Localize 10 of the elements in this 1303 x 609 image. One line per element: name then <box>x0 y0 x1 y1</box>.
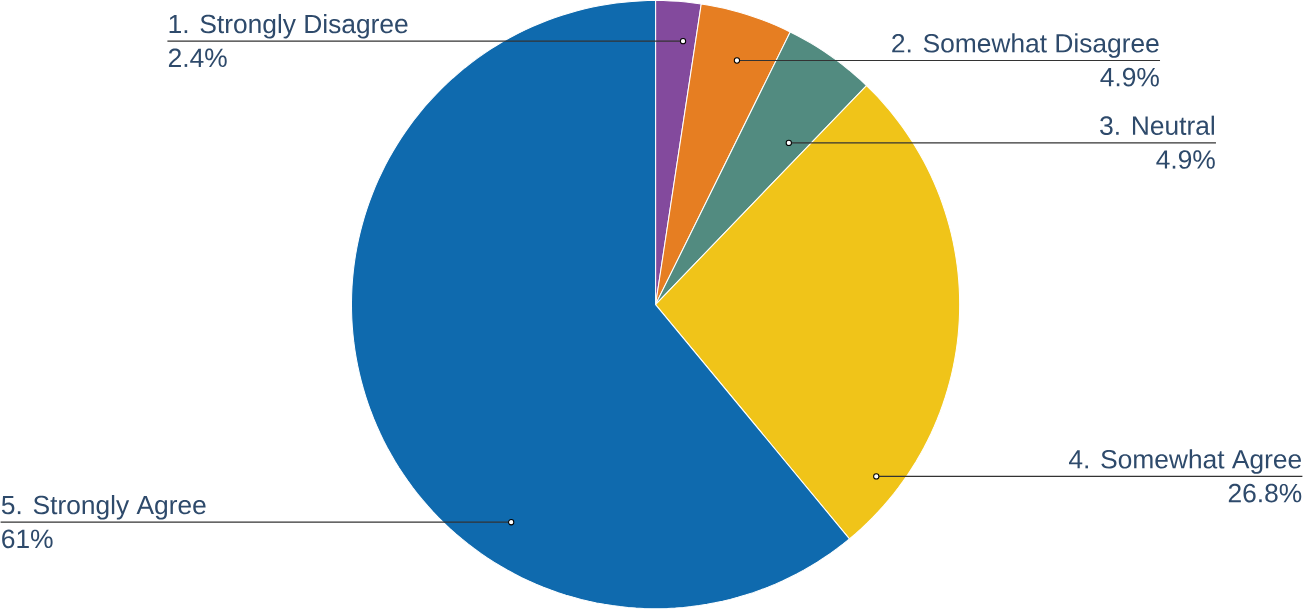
data-label: 26.8% <box>1228 483 1302 503</box>
data-label: 61% <box>2 529 53 549</box>
data-label: 4.9% <box>1100 67 1159 87</box>
slice-label: 5. Strongly Agree <box>1 494 206 520</box>
data-label: 2.4% <box>168 48 227 67</box>
slice-label: 3. Neutral <box>1100 115 1214 135</box>
slice-label: 2. Somewhat Disagree <box>892 33 1159 58</box>
slice-label: 4. Somewhat Agree <box>1069 449 1301 474</box>
data-label: 4.9% <box>1156 150 1215 169</box>
slice-label: 1. Strongly Disagree <box>169 13 408 39</box>
